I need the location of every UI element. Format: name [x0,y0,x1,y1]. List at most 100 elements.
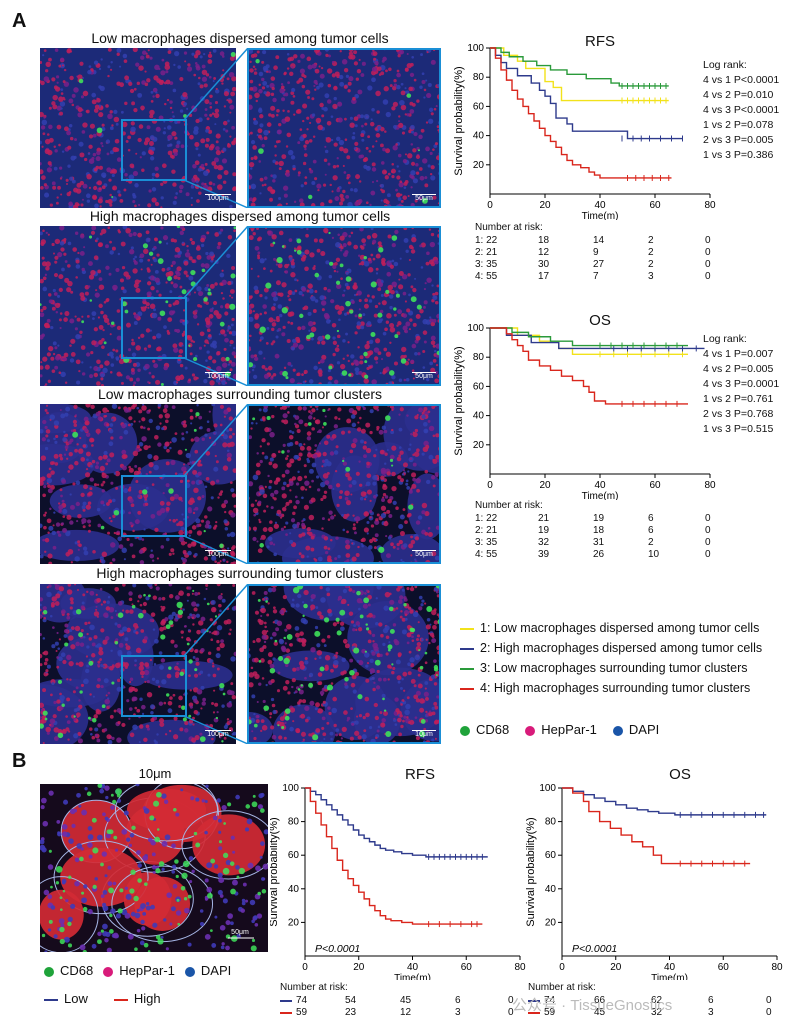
legend-swatch [460,667,474,670]
risk-cell: 6 [708,995,714,1006]
risk-row: 74 66 62 6 0 [528,995,788,1007]
panel-b-label: B [12,750,27,772]
stain-dot [44,966,54,977]
y-tick-label: 80 [473,352,485,363]
b-rfs-risk-table: Number at risk: 74 54 45 6 0 59 23 12 3 0 [280,982,530,1019]
legend-number: 4: [480,681,494,695]
b-legend-item: High [113,991,161,1006]
row-3-overview-image [40,404,236,564]
risk-cell: 2 [648,537,654,548]
risk-row-label: 1: 22 [475,513,498,524]
risk-row-swatch [528,1000,540,1002]
logrank-comparison: 2 vs 3 P=0.768 [703,408,774,420]
x-tick-label: 40 [407,962,419,973]
legend-number: 2: [480,641,494,655]
risk-cell: 31 [593,537,605,548]
y-tick-label: 80 [545,817,557,828]
b-image-title: 10μm [138,766,172,781]
legend-text: High [133,991,161,1006]
risk-row: 3: 35 32 31 2 0 [475,537,725,549]
row-3-scalebar-left: 100μm [205,550,231,558]
risk-cell: 12 [538,247,550,258]
risk-row: 59 45 32 3 0 [528,1007,788,1019]
risk-cell: 32 [538,537,550,548]
x-tick-label: 60 [718,962,730,973]
row-2-overview-image [40,226,236,386]
risk-cell: 19 [538,525,550,536]
km-series-3 [490,47,669,87]
b-os-risk-table: Number at risk: 74 66 62 6 0 59 45 32 3 0 [528,982,788,1019]
group-legend-item: 1: Low macrophages dispersed among tumor… [460,618,762,638]
risk-row: 74 54 45 6 0 [280,995,530,1007]
km-series-1 [490,47,669,102]
stain-dot [103,966,114,977]
a-rfs-title: RFS [585,33,615,50]
legend-number: 1: [480,621,494,635]
legend-text: High macrophages surrounding tumor clust… [493,681,751,695]
risk-cell: 21 [538,513,550,524]
y-tick-label: 40 [473,411,485,422]
panel-a-label: A [12,10,27,32]
b-group-legend: Low High [44,990,187,1008]
watermark: 公众号 · TissueGnostics [512,997,673,1014]
risk-cell: 14 [593,235,605,246]
x-tick-label: 0 [487,200,493,211]
y-tick-label: 40 [473,131,485,142]
risk-header: Number at risk: [528,982,596,993]
legend-swatch [460,647,474,650]
a-os-risk-table: Number at risk: 1: 22 21 19 6 0 2: 21 19 18 6 0 3: … [475,500,725,561]
km-series-High [305,787,483,925]
risk-row: 3: 35 30 27 2 0 [475,259,725,271]
b-scalebar: 50μm [231,929,249,936]
x-axis-label: Time(m) [582,491,619,500]
row-4-title: High macrophages surrounding tumor clust… [96,565,384,581]
risk-cell: 0 [705,259,711,270]
km-series-4 [490,327,688,405]
legend-number: 3: [480,661,494,675]
risk-cell: 0 [705,271,711,282]
risk-cell: 7 [593,271,599,282]
x-tick-label: 60 [649,480,661,491]
legend-text: High macrophages dispersed among tumor c… [493,641,763,655]
b-rfs-chart: 0 20 40 60 80 20 40 60 80 100 Time(m) Survival prob… [270,783,526,980]
risk-row-swatch [280,1012,292,1014]
stain-dot [612,725,623,736]
risk-header: Number at risk: [280,982,348,993]
stain-name: HepPar-1 [541,722,597,737]
risk-row-label: 59 [296,1007,308,1018]
legend-text: Low [64,991,88,1006]
row-4-scalebar-left: 100μm [205,730,231,738]
row-1-scalebar-right: 50μm [412,194,436,202]
x-tick-label: 0 [559,962,565,973]
row-4-overview-image [40,584,236,744]
row-1-zoom-image [247,48,441,208]
risk-row: 1: 22 18 14 2 0 [475,235,725,247]
km-series-4 [490,47,672,179]
logrank-comparison: 4 vs 2 P=0.010 [703,89,774,101]
logrank-comparison: 4 vs 3 P<0.0001 [703,104,780,116]
stain-legend-item: HepPar-1 [525,722,597,737]
km-series-3 [490,327,688,347]
x-tick-label: 40 [594,480,606,491]
x-tick-label: 40 [594,200,606,211]
stain-legend-item: CD68 [460,722,509,737]
y-tick-label: 100 [539,783,556,794]
row-2-title: High macrophages dispersed among tumor c… [89,208,391,224]
risk-cell: 3 [648,271,654,282]
risk-cell: 66 [594,995,606,1006]
b-os-chart: 0 20 40 60 80 20 40 60 80 100 Time(m) Survival prob… [525,783,783,980]
y-tick-label: 20 [473,440,485,451]
x-axis-label: Time(m) [582,211,619,220]
y-axis-label: Survival probability(%) [270,817,280,926]
a-rfs-chart: 0 20 40 60 80 20 40 60 80 100 Time(m) Survival prob… [453,43,716,220]
risk-row: 4: 55 17 7 3 0 [475,271,725,283]
stain-dot [460,725,470,736]
stain-legend-a: CD68 HepPar-1 DAPI [460,721,675,739]
row-2-scalebar-left: 100μm [205,372,231,380]
risk-cell: 6 [648,525,654,536]
y-tick-label: 60 [288,850,300,861]
legend-text: Low macrophages dispersed among tumor ce… [493,621,760,635]
risk-cell: 0 [705,537,711,548]
stain-name: DAPI [200,963,232,978]
y-axis-label: Survival probability(%) [525,817,537,926]
